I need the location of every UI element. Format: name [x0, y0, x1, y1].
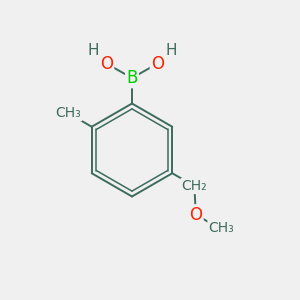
Text: H: H	[165, 44, 177, 59]
Text: CH₂: CH₂	[182, 179, 207, 193]
Text: CH₃: CH₃	[208, 221, 234, 235]
Text: B: B	[126, 69, 138, 87]
Text: O: O	[151, 55, 164, 73]
Text: CH₃: CH₃	[56, 106, 81, 120]
Text: O: O	[189, 206, 203, 224]
Text: H: H	[87, 44, 99, 59]
Text: O: O	[100, 55, 113, 73]
